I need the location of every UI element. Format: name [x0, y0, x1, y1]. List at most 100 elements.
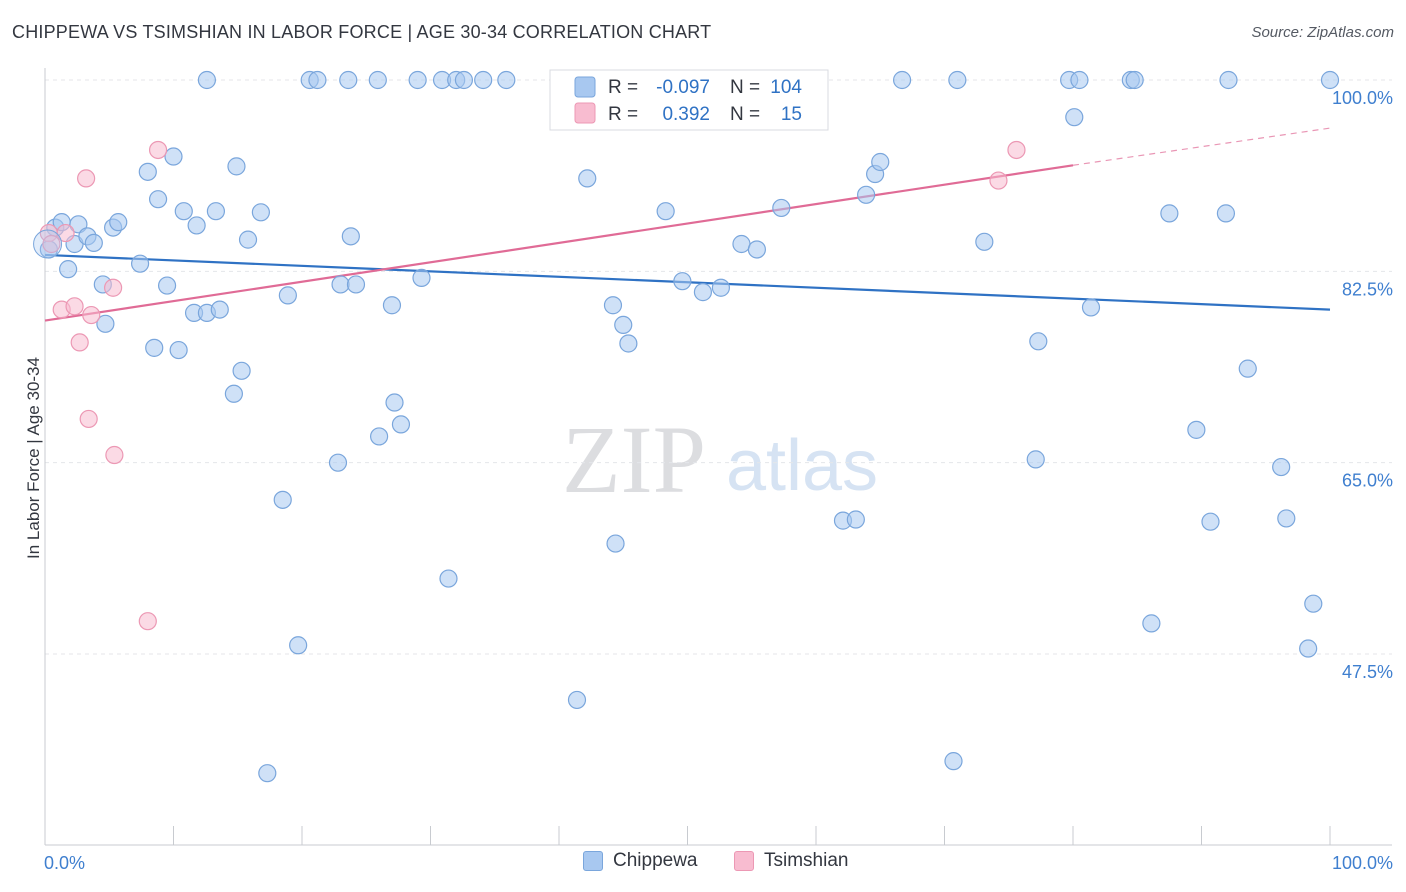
point-chippewa-86: [454, 70, 474, 90]
point-chippewa-48: [614, 315, 633, 335]
point-chippewa-97: [1219, 70, 1238, 90]
chart-source: Source: ZipAtlas.com: [1251, 24, 1394, 41]
point-chippewa-19: [174, 202, 193, 221]
legend-swatch-tsimshian-bottom: [734, 851, 754, 871]
point-chippewa-96: [1125, 70, 1144, 90]
legend-n-value-1: 15: [781, 104, 802, 125]
point-tsimshian-13: [989, 171, 1008, 190]
point-chippewa-87: [474, 70, 493, 90]
point-chippewa-91: [892, 70, 912, 90]
legend-item-chippewa: Chippewa: [583, 850, 698, 872]
legend-r-value-1: 0.392: [662, 104, 710, 125]
point-chippewa-70: [1187, 420, 1206, 439]
point-chippewa-63: [975, 232, 994, 251]
legend-top: R = -0.097 N = 104 R = 0.392 N = 15: [549, 69, 829, 131]
point-chippewa-24: [210, 300, 229, 319]
point-tsimshian-8: [82, 305, 101, 325]
point-chippewa-54: [732, 234, 751, 254]
point-chippewa-36: [341, 227, 360, 246]
point-chippewa-80: [308, 70, 327, 90]
legend-r-value-0: -0.097: [656, 77, 710, 98]
point-chippewa-42: [412, 268, 431, 287]
watermark-atlas: atlas: [726, 426, 878, 506]
point-chippewa-7: [84, 233, 103, 253]
point-chippewa-37: [346, 275, 366, 294]
point-chippewa-45: [578, 169, 597, 188]
point-chippewa-65: [1029, 332, 1048, 351]
point-chippewa-71: [1201, 512, 1220, 531]
point-chippewa-76: [1299, 639, 1318, 658]
legend-r-label-0: R =: [608, 77, 638, 98]
gridlines: [45, 79, 1392, 655]
point-chippewa-17: [164, 147, 183, 166]
point-chippewa-69: [1160, 204, 1179, 223]
point-cluster-chippewa: [33, 229, 63, 259]
point-tsimshian-1: [42, 234, 61, 254]
point-chippewa-67: [1081, 298, 1101, 317]
point-chippewa-72: [1216, 204, 1236, 223]
legend-r-label-1: R =: [608, 104, 638, 125]
x-tick-labels: 0.0% 100.0%: [44, 853, 1393, 873]
point-chippewa-47: [606, 534, 625, 553]
point-chippewa-30: [258, 764, 277, 783]
point-chippewa-50: [656, 202, 675, 221]
point-chippewa-49: [619, 334, 638, 353]
point-tsimshian-7: [79, 409, 98, 429]
point-chippewa-56: [772, 198, 791, 218]
point-chippewa-16: [157, 276, 177, 295]
watermark-zip: ZIP: [562, 406, 706, 513]
point-chippewa-21: [187, 216, 206, 235]
point-chippewa-77: [1304, 594, 1323, 613]
point-chippewa-41: [391, 415, 411, 434]
watermark: ZIP atlas: [562, 406, 878, 513]
point-chippewa-28: [238, 230, 258, 249]
y-tick-label-1: 65.0%: [1342, 471, 1393, 491]
point-chippewa-9: [96, 314, 115, 333]
point-chippewa-59: [857, 185, 876, 204]
legend-n-label-1: N =: [730, 104, 760, 125]
point-chippewa-75: [1277, 509, 1296, 528]
point-tsimshian-4: [65, 297, 84, 316]
point-chippewa-52: [693, 283, 713, 302]
y-tick-label-0: 47.5%: [1342, 662, 1393, 682]
legend-swatch-tsimshian: [574, 102, 596, 124]
point-tsimshian-10: [105, 445, 124, 465]
point-chippewa-12: [130, 254, 150, 273]
legend-label-tsimshian: Tsimshian: [764, 850, 849, 871]
point-chippewa-35: [331, 275, 350, 294]
point-chippewa-3: [59, 260, 78, 279]
point-chippewa-61: [871, 152, 890, 172]
x-tick-label-0: 0.0%: [44, 853, 85, 873]
point-chippewa-39: [382, 296, 402, 315]
point-chippewa-34: [328, 453, 348, 472]
point-chippewa-58: [846, 510, 865, 529]
data-points: [33, 70, 1340, 783]
point-tsimshian-6: [77, 169, 96, 188]
point-chippewa-64: [1026, 450, 1045, 469]
axes: [44, 68, 1392, 846]
trend-line-dashed-tsimshian: [1072, 127, 1331, 166]
point-chippewa-83: [408, 70, 427, 90]
point-chippewa-40: [385, 393, 404, 412]
point-chippewa-98: [1320, 70, 1340, 90]
trend-line-tsimshian: [44, 164, 1074, 322]
y-tick-label-2: 82.5%: [1342, 279, 1393, 299]
point-chippewa-31: [273, 490, 292, 509]
point-chippewa-51: [673, 272, 692, 291]
point-chippewa-44: [567, 690, 587, 710]
legend-item-tsimshian: Tsimshian: [734, 850, 848, 872]
legend-swatch-chippewa-bottom: [583, 851, 603, 871]
point-chippewa-26: [227, 157, 246, 176]
point-chippewa-33: [289, 636, 308, 655]
point-tsimshian-12: [148, 140, 168, 160]
point-chippewa-13: [138, 162, 157, 181]
point-chippewa-53: [711, 278, 731, 297]
point-chippewa-43: [439, 569, 458, 588]
point-chippewa-25: [224, 384, 243, 403]
point-chippewa-92: [948, 70, 967, 90]
point-tsimshian-9: [104, 278, 123, 297]
point-chippewa-82: [368, 70, 387, 90]
point-chippewa-66: [1065, 108, 1084, 127]
legend-bottom: Chippewa Tsimshian: [0, 850, 1406, 878]
